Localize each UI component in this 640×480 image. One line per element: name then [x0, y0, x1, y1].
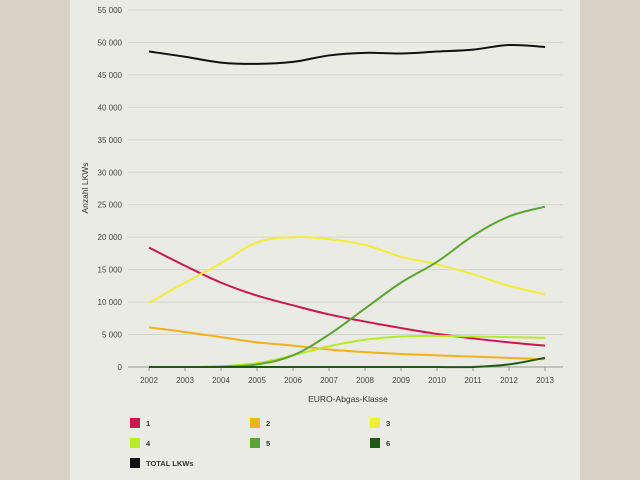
- legend: 1 2 3 4 5 6 TOTAL LKWs: [130, 418, 570, 474]
- x-tick-label: 2003: [176, 376, 194, 385]
- y-axis-title: Anzahl LKWs: [80, 162, 90, 213]
- x-tick-label: 2012: [500, 376, 518, 385]
- series-line-7: [148, 43, 546, 65]
- legend-item[interactable]: TOTAL LKWs: [130, 458, 194, 468]
- y-tick-label: 45 000: [98, 71, 123, 80]
- legend-swatch: [130, 438, 140, 448]
- y-tick-label: 50 000: [98, 38, 123, 47]
- series-line-6: [149, 356, 546, 369]
- y-tick-label: 30 000: [98, 168, 123, 177]
- x-tick-label: 2010: [428, 376, 446, 385]
- x-tick-label: 2005: [248, 376, 266, 385]
- legend-item[interactable]: 5: [250, 438, 270, 448]
- legend-item[interactable]: 1: [130, 418, 150, 428]
- legend-item[interactable]: 3: [370, 418, 390, 428]
- y-tick-label: 0: [118, 363, 123, 372]
- legend-label: 2: [266, 418, 271, 428]
- line-chart: 0 5 000 10 000 15 000 20 000 25 000 30 000 35 0…: [80, 6, 563, 404]
- x-tick-label: 2002: [140, 376, 158, 385]
- legend-swatch: [370, 418, 380, 428]
- y-tick-label: 15 000: [98, 266, 123, 275]
- legend-label: TOTAL LKWs: [146, 458, 194, 468]
- legend-label: 4: [146, 438, 151, 448]
- gridlines: [128, 9, 563, 368]
- x-tick-label: 2009: [392, 376, 410, 385]
- series-line-2: [148, 326, 546, 361]
- y-tick-label: 35 000: [98, 136, 123, 145]
- series-line-3: [148, 236, 546, 304]
- x-axis-ticks: 2002 2003 2004 2005 2006 2007 2008 2009 2010 2011…: [140, 367, 554, 385]
- series-line-1: [148, 246, 546, 347]
- legend-swatch: [130, 418, 140, 428]
- legend-item[interactable]: 4: [130, 438, 150, 448]
- legend-label: 5: [266, 438, 271, 448]
- y-axis-ticks: 0 5 000 10 000 15 000 20 000 25 000 30 000 35 0…: [98, 6, 123, 372]
- series-lines: [148, 43, 546, 369]
- x-tick-label: 2008: [356, 376, 374, 385]
- y-tick-label: 40 000: [98, 103, 123, 112]
- x-tick-label: 2013: [536, 376, 554, 385]
- y-tick-label: 5 000: [102, 331, 123, 340]
- x-axis-title: EURO-Abgas-Klasse: [308, 394, 388, 404]
- y-tick-label: 25 000: [98, 201, 123, 210]
- x-tick-label: 2006: [284, 376, 302, 385]
- legend-item[interactable]: 6: [370, 438, 390, 448]
- x-tick-label: 2007: [320, 376, 338, 385]
- legend-label: 6: [386, 438, 391, 448]
- chart-panel: 0 5 000 10 000 15 000 20 000 25 000 30 000 35 0…: [70, 0, 580, 480]
- legend-swatch: [250, 438, 260, 448]
- legend-label: 3: [386, 418, 391, 428]
- legend-label: 1: [146, 418, 151, 428]
- legend-swatch: [370, 438, 380, 448]
- x-tick-label: 2004: [212, 376, 230, 385]
- legend-item[interactable]: 2: [250, 418, 270, 428]
- y-tick-label: 20 000: [98, 233, 123, 242]
- legend-swatch: [250, 418, 260, 428]
- x-tick-label: 2011: [464, 376, 482, 385]
- y-tick-label: 55 000: [98, 6, 123, 15]
- y-tick-label: 10 000: [98, 298, 123, 307]
- legend-swatch: [130, 458, 140, 468]
